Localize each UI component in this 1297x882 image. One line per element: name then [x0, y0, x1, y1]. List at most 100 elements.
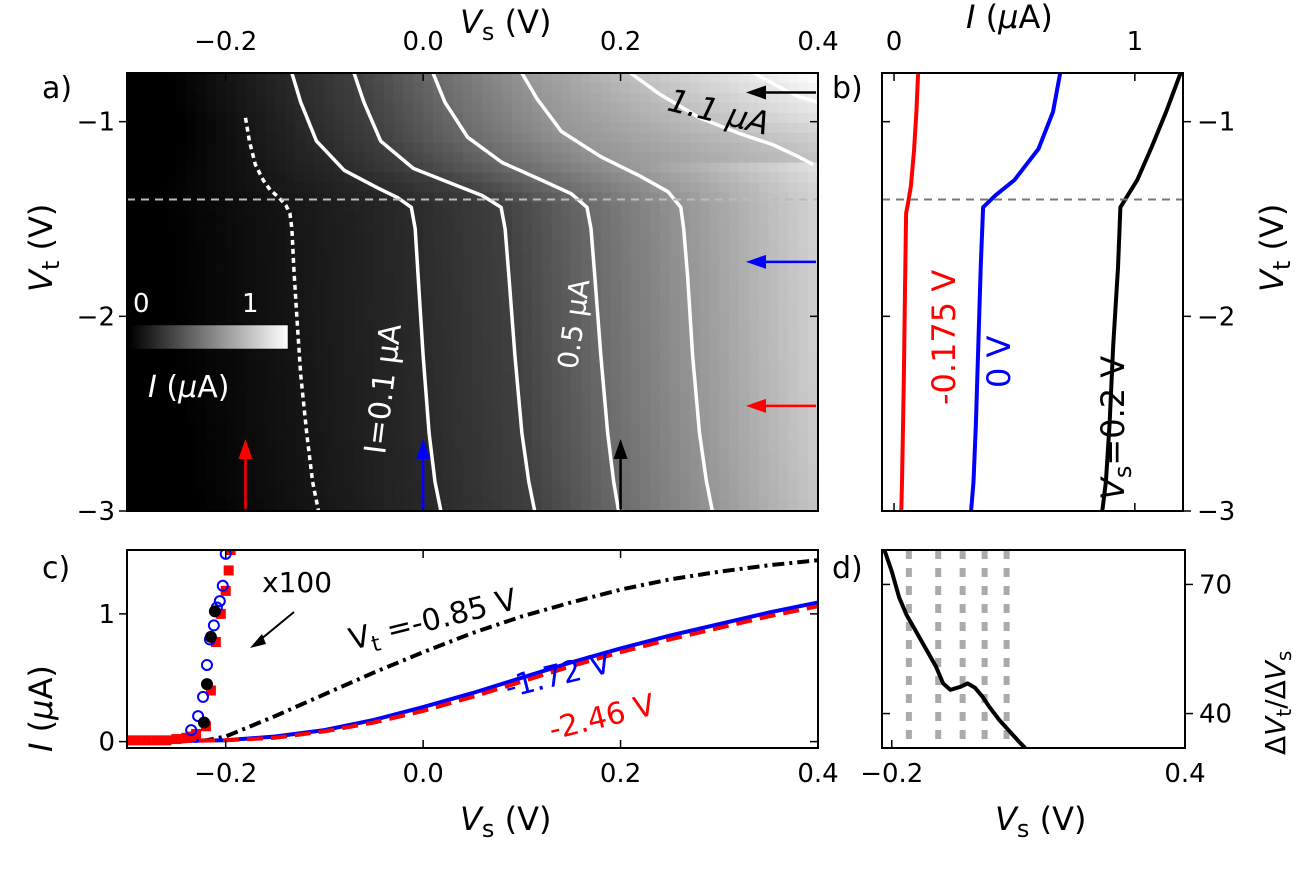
heatmap-cell [136, 301, 148, 313]
heatmap-cell [304, 481, 316, 492]
heatmap-cell [215, 481, 227, 492]
heatmap-cell [186, 252, 197, 263]
heatmap-cell [571, 112, 582, 124]
x100-blue-circle [200, 658, 213, 671]
heatmap-cell [146, 401, 158, 413]
heatmap-cell [729, 501, 740, 511]
heatmap-cell [620, 441, 632, 452]
heatmap-cell [255, 252, 266, 263]
panel-b-series-line-0 [899, 73, 921, 511]
heatmap-cell [571, 421, 582, 432]
heatmap-cell [748, 351, 760, 363]
heatmap-cell [245, 411, 256, 422]
heatmap-cell [808, 122, 818, 134]
heatmap-cell [571, 311, 582, 323]
heatmap-cell [610, 341, 622, 353]
heatmap-cell [245, 491, 256, 502]
heatmap-cell [739, 301, 750, 313]
heatmap-cell [324, 262, 335, 273]
heatmap-cell [275, 232, 286, 243]
heatmap-cell [600, 182, 612, 194]
heatmap-cell [610, 162, 622, 174]
heatmap-cell [590, 401, 602, 413]
heatmap-cell [502, 172, 513, 184]
heatmap-cell [699, 142, 711, 154]
heatmap-cell [739, 132, 750, 144]
heatmap-cell [660, 431, 671, 442]
heatmap-cell [660, 501, 671, 511]
heatmap-cell [363, 491, 375, 502]
heatmap-cell [630, 501, 641, 511]
heatmap-cell [383, 222, 395, 233]
heatmap-cell [561, 252, 572, 263]
heatmap-cell [689, 182, 701, 194]
heatmap-cell [571, 73, 582, 84]
heatmap-cell [363, 471, 375, 482]
heatmap-cell [650, 272, 661, 283]
heatmap-cell [758, 232, 770, 243]
heatmap-cell [393, 142, 404, 154]
heatmap-cell [660, 272, 671, 283]
heatmap-cell [423, 371, 434, 383]
heatmap-cell [808, 182, 818, 194]
heatmap-cell [205, 102, 217, 114]
heatmap-cell [176, 301, 187, 313]
heatmap-cell [758, 272, 770, 283]
heatmap-cell [758, 331, 770, 343]
heatmap-cell [640, 331, 651, 343]
heatmap-cell [423, 202, 434, 213]
heatmap-cell [521, 371, 533, 383]
heatmap-cell [127, 371, 138, 383]
x100-blue-circle [197, 690, 210, 703]
heatmap-cell [808, 242, 818, 253]
heatmap-cell [284, 92, 296, 104]
heatmap-cell [127, 202, 138, 213]
heatmap-cell [166, 351, 177, 363]
heatmap-cell [373, 451, 385, 462]
heatmap-cell [166, 142, 177, 154]
heatmap-cell [660, 401, 671, 413]
heatmap-cell [196, 162, 207, 174]
heatmap-cell [294, 401, 306, 413]
heatmap-cell [363, 272, 375, 283]
heatmap-cell [600, 341, 612, 353]
heatmap-cell [442, 152, 454, 164]
heatmap-cell [176, 232, 187, 243]
heatmap-cell [531, 202, 543, 213]
heatmap-cell [808, 132, 818, 144]
d-y-tick-label: 40 [1199, 700, 1232, 730]
heatmap-cell [344, 172, 355, 184]
panel-c-series [127, 550, 818, 746]
heatmap-cell [689, 192, 701, 203]
heatmap-cell [521, 292, 533, 303]
heatmap-cell [452, 381, 464, 393]
heatmap-cell [650, 481, 661, 492]
heatmap-cell [620, 262, 632, 273]
heatmap-cell [176, 381, 187, 393]
heatmap-cell [373, 112, 385, 124]
heatmap-cell [255, 441, 266, 452]
heatmap-cell [748, 471, 760, 482]
heatmap-cell [571, 351, 582, 363]
heatmap-cell [462, 262, 474, 273]
heatmap-cell [196, 351, 207, 363]
heatmap-cell [324, 411, 335, 422]
heatmap-cell [630, 321, 641, 333]
heatmap-cell [284, 222, 296, 233]
heatmap-cell [561, 421, 572, 432]
heatmap-cell [531, 321, 543, 333]
heatmap-cell [630, 391, 641, 403]
heatmap-cell [265, 242, 276, 253]
heatmap-cell [344, 341, 355, 353]
heatmap-cell [768, 501, 780, 511]
heatmap-cell [235, 501, 247, 511]
heatmap-cell [354, 222, 365, 233]
panel-d-label: d) [832, 551, 863, 586]
heatmap-cell [600, 501, 612, 511]
heatmap-cell [492, 272, 503, 283]
heatmap-cell [669, 301, 681, 313]
heatmap-cell [531, 162, 543, 174]
heatmap-cell [660, 132, 671, 144]
heatmap-cell [235, 491, 247, 502]
heatmap-cell [433, 401, 444, 413]
